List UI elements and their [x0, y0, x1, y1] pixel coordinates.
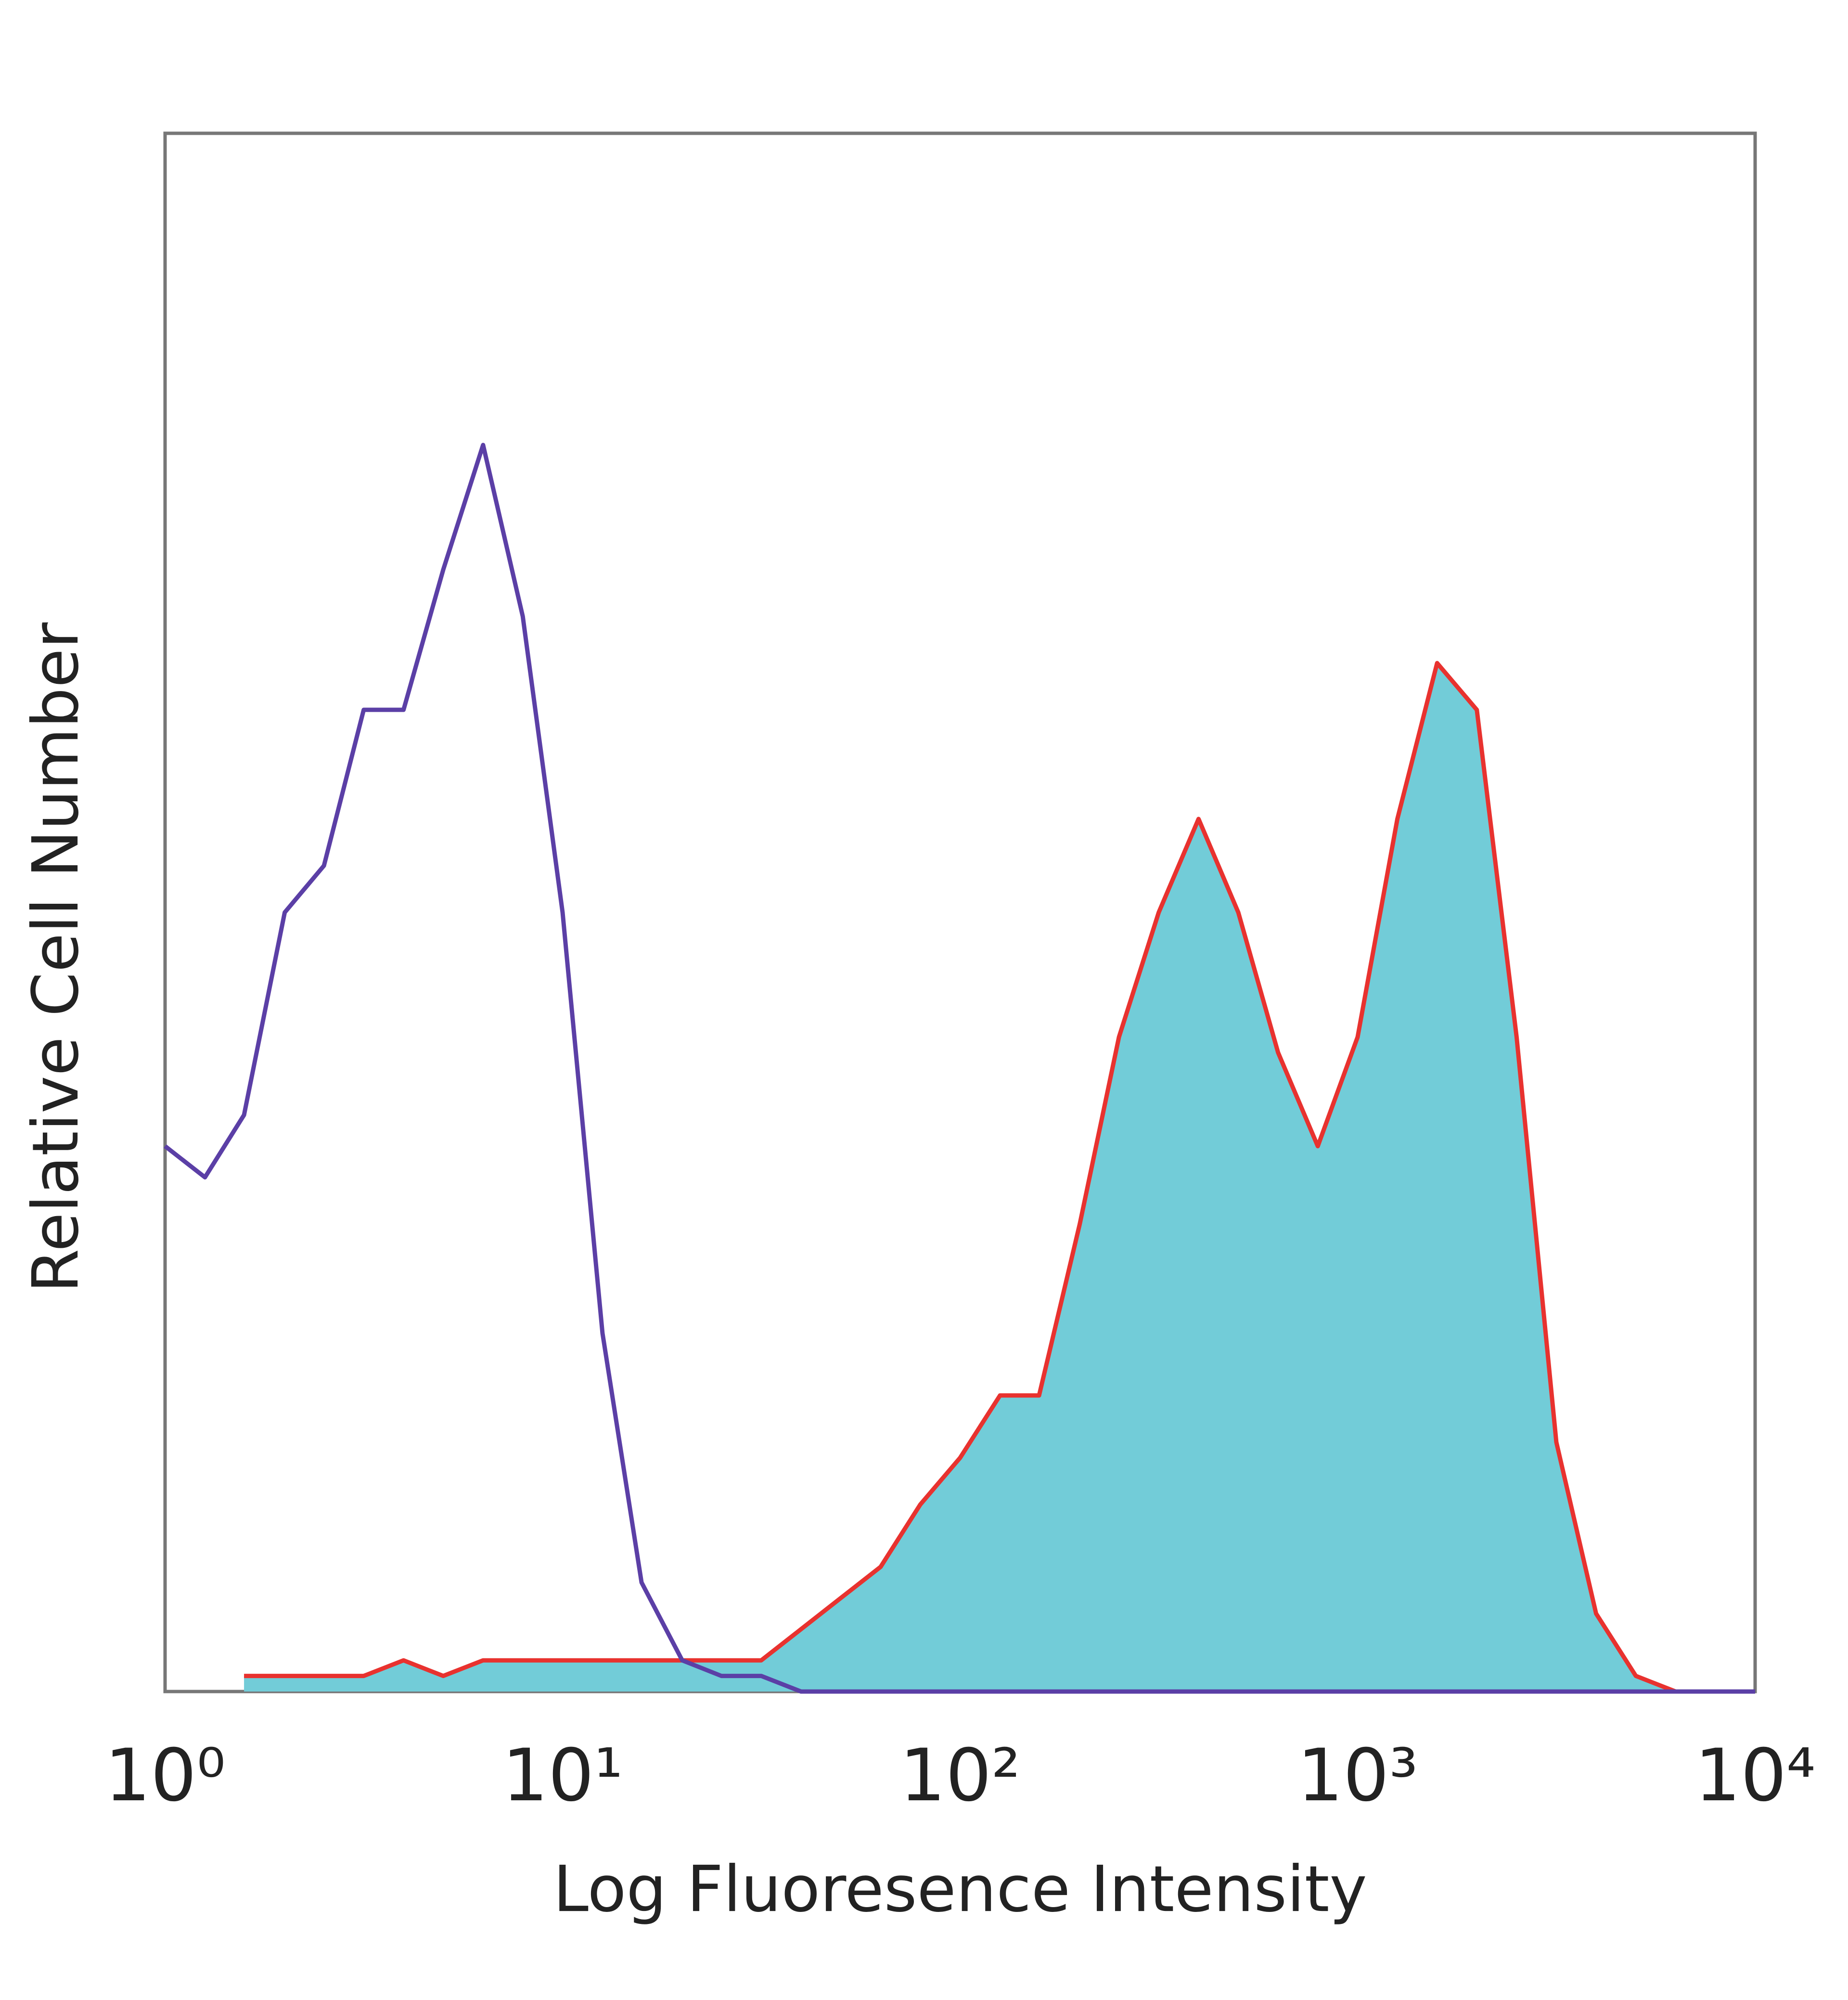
y-axis-title: Relative Cell Number — [19, 622, 93, 1293]
x-tick-label: 10⁴ — [1694, 1734, 1815, 1818]
x-tick-label: 10⁰ — [104, 1734, 225, 1818]
x-tick-label: 10³ — [1297, 1734, 1418, 1818]
series-area — [244, 663, 1755, 1692]
series-line — [244, 661, 1755, 1694]
x-tick-label: 10¹ — [502, 1734, 623, 1818]
x-axis-title: Log Fluoresence Intensity — [553, 1852, 1367, 1926]
series-line — [164, 443, 1755, 1694]
x-tick-label: 10² — [899, 1734, 1020, 1818]
